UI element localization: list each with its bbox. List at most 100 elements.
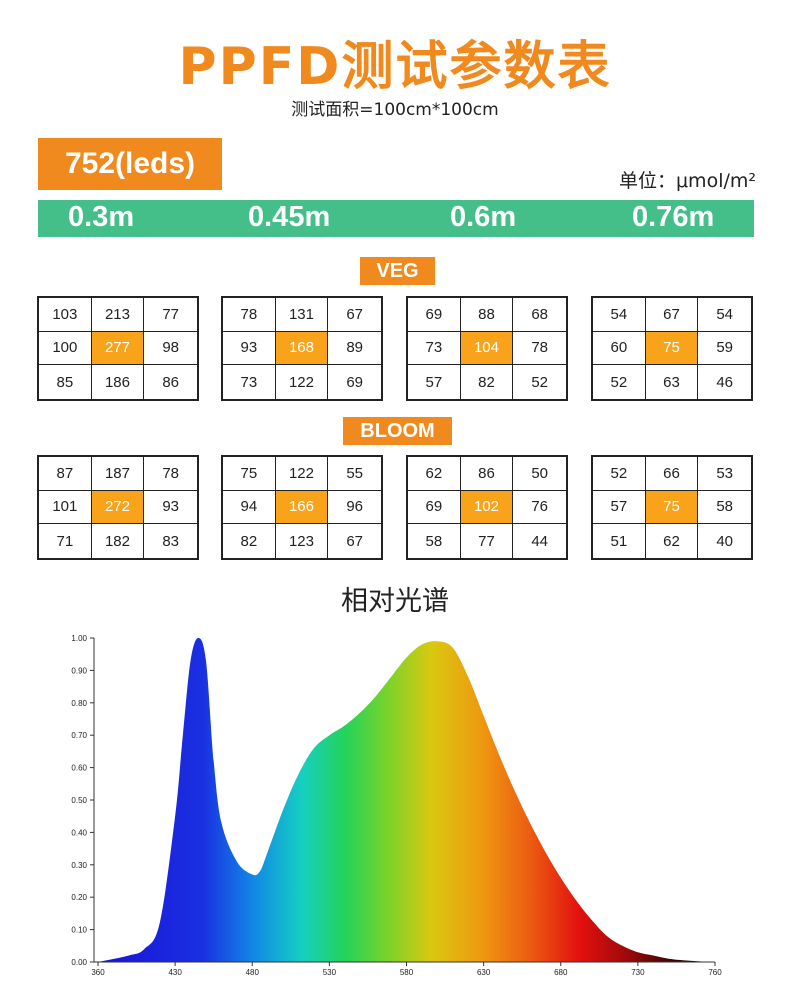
height-label: 0.3m xyxy=(68,201,135,233)
bloom-ppfd-grid: 52 66 53 57 75 58 51 62 40 xyxy=(591,455,753,560)
veg-ppfd-grid: 103 213 77 100 277 98 85 186 86 xyxy=(37,296,199,401)
x-tick-label: 360 xyxy=(91,968,105,977)
model-badge: 752(leds) xyxy=(38,138,222,190)
center-ppfd-cell: 272 xyxy=(91,490,145,525)
spectrum-area xyxy=(98,638,715,962)
ppfd-cell: 94 xyxy=(223,490,276,525)
ppfd-cell: 58 xyxy=(698,491,751,525)
ppfd-cell: 62 xyxy=(646,524,699,558)
ppfd-cell: 51 xyxy=(593,524,646,558)
height-label: 0.45m xyxy=(248,201,331,233)
ppfd-cell: 77 xyxy=(461,524,514,558)
veg-ppfd-grid: 54 67 54 60 75 59 52 63 46 xyxy=(591,296,753,401)
ppfd-cell: 46 xyxy=(716,373,733,391)
spectrum-chart: 0.00 0.10 0.20 0.30 0.40 0.50 0.60 0.70 0.80 0.90… xyxy=(71,634,722,977)
y-tick-label: 0.10 xyxy=(71,926,87,935)
bloom-tag: BLOOM xyxy=(343,417,452,445)
y-tick-label: 0.90 xyxy=(71,666,87,675)
ppfd-cell: 67 xyxy=(346,532,363,550)
y-tick-label: 0.60 xyxy=(71,764,87,773)
ppfd-cell: 54 xyxy=(593,298,646,332)
ppfd-cell: 93 xyxy=(223,331,276,366)
ppfd-cell: 88 xyxy=(460,298,514,332)
ppfd-cell: 86 xyxy=(162,373,179,391)
y-tick-label: 0.40 xyxy=(71,828,87,837)
center-ppfd-cell: 75 xyxy=(645,331,699,366)
y-tick-label: 0.00 xyxy=(71,958,87,967)
ppfd-cell: 53 xyxy=(698,457,751,491)
ppfd-cell: 67 xyxy=(645,298,699,332)
ppfd-cell: 87 xyxy=(39,457,92,491)
ppfd-cell: 52 xyxy=(593,365,646,399)
center-ppfd-cell: 104 xyxy=(460,331,514,366)
ppfd-cell: 40 xyxy=(716,532,733,550)
x-tick-label: 480 xyxy=(246,968,260,977)
chart-title: 相对光谱 xyxy=(341,586,449,617)
ppfd-cell: 78 xyxy=(513,332,566,366)
ppfd-cell: 66 xyxy=(645,457,699,491)
ppfd-cell: 69 xyxy=(346,373,363,391)
page-title: PPFD测试参数表 xyxy=(178,37,612,97)
ppfd-cell: 52 xyxy=(531,373,548,391)
x-tick-label: 580 xyxy=(400,968,414,977)
x-tick-label: 630 xyxy=(477,968,491,977)
ppfd-cell: 83 xyxy=(162,532,179,550)
ppfd-cell: 101 xyxy=(39,490,92,525)
y-tick-label: 0.80 xyxy=(71,699,87,708)
ppfd-cell: 73 xyxy=(408,331,461,366)
ppfd-cell: 122 xyxy=(275,457,329,491)
center-ppfd-cell: 168 xyxy=(275,331,329,366)
y-tick-label: 1.00 xyxy=(71,634,87,643)
ppfd-cell: 78 xyxy=(223,298,276,332)
ppfd-cell: 69 xyxy=(408,490,461,525)
ppfd-cell: 75 xyxy=(223,457,276,491)
height-bar: 0.3m 0.45m 0.6m 0.76m xyxy=(38,200,754,237)
ppfd-cell: 55 xyxy=(328,457,381,491)
ppfd-cell: 76 xyxy=(513,491,566,525)
height-label: 0.76m xyxy=(632,201,715,233)
bloom-ppfd-grid: 75 122 55 94 166 96 82 123 67 xyxy=(221,455,383,560)
ppfd-cell: 57 xyxy=(408,365,461,399)
ppfd-cell: 100 xyxy=(39,331,92,366)
bloom-ppfd-grid: 62 86 50 69 102 76 58 77 44 xyxy=(406,455,568,560)
ppfd-cell: 182 xyxy=(92,524,145,558)
veg-tag: VEG xyxy=(360,257,435,285)
center-ppfd-cell: 166 xyxy=(275,490,329,525)
center-ppfd-cell: 102 xyxy=(460,490,514,525)
ppfd-cell: 68 xyxy=(513,298,566,332)
y-tick-label: 0.30 xyxy=(71,861,87,870)
ppfd-cell: 62 xyxy=(408,457,461,491)
ppfd-cell: 131 xyxy=(275,298,329,332)
ppfd-cell: 44 xyxy=(531,532,548,550)
x-tick-label: 530 xyxy=(323,968,337,977)
x-tick-label: 680 xyxy=(554,968,568,977)
veg-ppfd-grid: 78 131 67 93 168 89 73 122 69 xyxy=(221,296,383,401)
ppfd-cell: 98 xyxy=(144,332,197,366)
ppfd-cell: 85 xyxy=(39,365,92,399)
ppfd-cell: 186 xyxy=(92,365,145,399)
x-tick-label: 760 xyxy=(708,968,722,977)
ppfd-cell: 73 xyxy=(223,365,276,399)
ppfd-cell: 60 xyxy=(593,331,646,366)
ppfd-cell: 86 xyxy=(460,457,514,491)
ppfd-cell: 52 xyxy=(593,457,646,491)
ppfd-cell: 213 xyxy=(91,298,145,332)
ppfd-cell: 96 xyxy=(328,491,381,525)
ppfd-cell: 50 xyxy=(513,457,566,491)
ppfd-cell: 63 xyxy=(646,365,699,399)
y-tick-label: 0.50 xyxy=(71,796,87,805)
ppfd-cell: 93 xyxy=(144,491,197,525)
ppfd-cell: 77 xyxy=(144,298,197,332)
ppfd-cell: 103 xyxy=(39,298,92,332)
ppfd-cell: 82 xyxy=(461,365,514,399)
veg-ppfd-grid: 69 88 68 73 104 78 57 82 52 xyxy=(406,296,568,401)
ppfd-cell: 71 xyxy=(39,524,92,558)
ppfd-cell: 67 xyxy=(328,298,381,332)
ppfd-cell: 57 xyxy=(593,490,646,525)
unit-label: 单位：μmol/m² xyxy=(618,170,756,192)
ppfd-cell: 59 xyxy=(698,332,751,366)
ppfd-cell: 89 xyxy=(328,332,381,366)
x-tick-label: 430 xyxy=(168,968,182,977)
y-tick-label: 0.70 xyxy=(71,731,87,740)
test-area-subtitle: 测试面积=100cm*100cm xyxy=(291,100,499,120)
